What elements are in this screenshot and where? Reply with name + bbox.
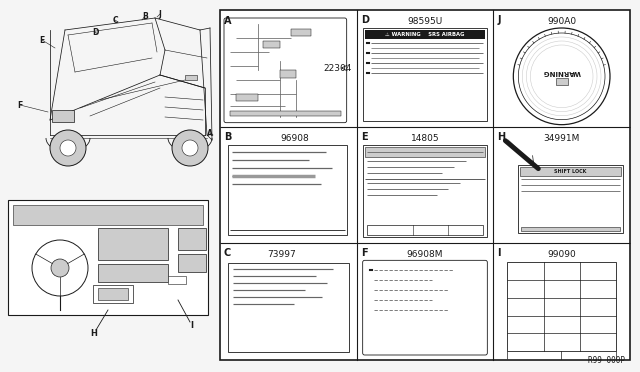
Bar xyxy=(228,263,349,352)
Text: SHIFT LOCK: SHIFT LOCK xyxy=(554,169,586,174)
Text: 990A0: 990A0 xyxy=(547,17,576,26)
Circle shape xyxy=(60,140,76,156)
Bar xyxy=(522,227,620,231)
Bar xyxy=(98,264,168,282)
Bar xyxy=(13,205,203,225)
Text: WARNING: WARNING xyxy=(543,69,580,76)
Bar xyxy=(291,29,311,36)
Circle shape xyxy=(518,33,605,120)
Text: J: J xyxy=(497,15,501,25)
Text: B: B xyxy=(142,12,148,20)
Bar xyxy=(365,147,485,157)
Circle shape xyxy=(182,140,198,156)
Bar xyxy=(52,110,74,122)
Bar xyxy=(178,228,206,250)
Text: H: H xyxy=(497,132,506,142)
Bar xyxy=(518,165,623,233)
Bar xyxy=(508,351,616,359)
Circle shape xyxy=(172,130,208,166)
Text: A: A xyxy=(207,128,213,138)
Text: R99 000P: R99 000P xyxy=(588,356,625,365)
Text: E: E xyxy=(361,132,367,142)
Text: A: A xyxy=(224,16,232,26)
Circle shape xyxy=(51,259,69,277)
Text: I: I xyxy=(191,321,193,330)
Text: 98595U: 98595U xyxy=(408,17,443,26)
Text: 73997: 73997 xyxy=(267,250,296,259)
Bar xyxy=(236,93,258,101)
Bar xyxy=(556,78,568,85)
Bar xyxy=(263,41,280,48)
Text: 96908M: 96908M xyxy=(407,250,444,259)
Circle shape xyxy=(32,240,88,296)
Text: D: D xyxy=(361,15,369,25)
Text: D: D xyxy=(92,28,98,36)
Bar xyxy=(363,145,487,237)
Bar xyxy=(98,228,168,260)
Bar xyxy=(178,254,206,272)
Circle shape xyxy=(513,28,610,125)
Bar xyxy=(367,225,483,235)
Bar xyxy=(280,70,296,78)
Bar xyxy=(230,110,340,116)
Text: ⚠ WARNING    SRS AIRBAG: ⚠ WARNING SRS AIRBAG xyxy=(385,32,465,37)
Bar xyxy=(220,10,630,360)
Bar xyxy=(185,75,197,80)
Text: H: H xyxy=(91,330,97,339)
Bar xyxy=(8,200,208,315)
Text: 14805: 14805 xyxy=(411,134,439,143)
Text: B: B xyxy=(224,132,232,142)
Bar xyxy=(168,276,186,284)
Text: 96908: 96908 xyxy=(281,134,310,143)
Text: J: J xyxy=(159,10,161,19)
Text: E: E xyxy=(40,35,45,45)
Text: 22304: 22304 xyxy=(323,64,351,73)
Bar xyxy=(520,167,621,176)
Circle shape xyxy=(50,130,86,166)
Bar xyxy=(363,28,487,121)
Bar xyxy=(98,288,128,300)
Text: C: C xyxy=(112,16,118,25)
Bar xyxy=(93,285,133,303)
FancyBboxPatch shape xyxy=(224,18,347,123)
Text: 34991M: 34991M xyxy=(543,134,580,143)
Bar xyxy=(508,262,616,351)
Bar xyxy=(228,145,347,235)
Text: F: F xyxy=(361,248,367,258)
Bar xyxy=(365,30,485,39)
Text: 99090: 99090 xyxy=(547,250,576,259)
Text: F: F xyxy=(17,100,22,109)
Text: I: I xyxy=(497,248,501,258)
Text: C: C xyxy=(224,248,231,258)
FancyBboxPatch shape xyxy=(363,260,487,355)
